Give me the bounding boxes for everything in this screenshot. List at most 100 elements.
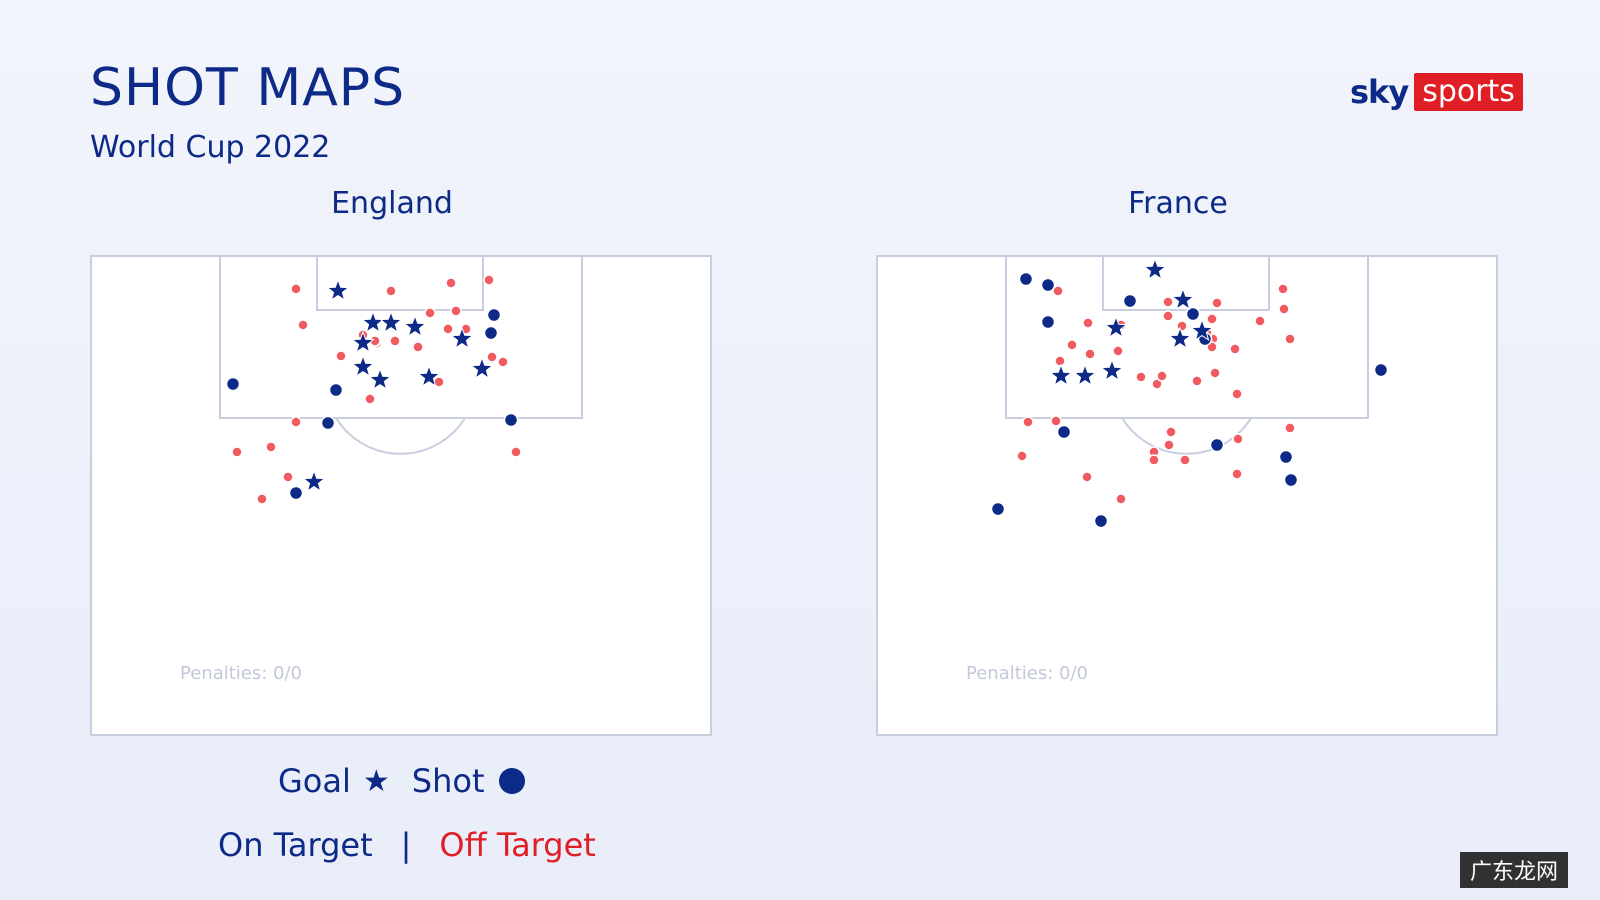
penalties-label: Penalties: 0/0 [966,663,1088,684]
shot-off-target [290,283,302,295]
shot-off-target [486,351,498,363]
legend-shot-dot-icon [498,768,525,794]
shot-off-target [1232,433,1244,445]
shot-off-target [231,446,243,458]
shot-off-target [1112,345,1124,357]
shot-on-target [1018,271,1034,287]
goal-star [1168,326,1192,350]
shot-off-target [1165,426,1177,438]
logo-sky-text: sky [1350,73,1409,111]
chart-subtitle: World Cup 2022 [90,130,331,165]
legend-target-row: On Target | Off Target [218,826,596,864]
shot-off-target [1022,416,1034,428]
goal-star [302,469,326,493]
england-shot-map: Penalties: 0/0 [90,255,712,736]
shot-on-target [320,415,336,431]
shot-off-target [364,393,376,405]
penalties-label: Penalties: 0/0 [180,663,302,684]
shot-off-target [1176,320,1188,332]
shot-off-target [1084,348,1096,360]
shot-off-target [1148,454,1160,466]
goal-star [1100,358,1124,382]
shot-off-target [1151,378,1163,390]
shot-off-target [1081,471,1093,483]
shot-on-target [1283,472,1299,488]
goal-star [470,356,494,380]
goal-star [351,354,375,378]
shot-off-target [256,493,268,505]
shot-off-target [510,446,522,458]
shot-off-target [290,416,302,428]
france-shot-map: Penalties: 0/0 [876,255,1498,736]
france-panel-title: France [1128,186,1228,221]
shot-off-target [424,307,436,319]
goal-star [379,310,403,334]
shot-off-target [265,441,277,453]
shot-on-target [288,485,304,501]
shot-on-target [225,376,241,392]
shot-on-target [503,412,519,428]
shot-off-target [450,305,462,317]
shot-off-target [1162,296,1174,308]
shot-off-target [335,350,347,362]
shot-on-target [1278,449,1294,465]
goal-star [1171,287,1195,311]
shot-off-target [1052,285,1064,297]
shot-off-target [1135,371,1147,383]
sky-sports-logo: sky sports [1350,72,1523,112]
goal-star [403,314,427,338]
goal-star [351,330,375,354]
goal-star [450,326,474,350]
shot-off-target [1179,454,1191,466]
shot-off-target [483,274,495,286]
shot-on-target [1056,424,1072,440]
pitch-lines [90,255,712,736]
goal-star [1104,315,1128,339]
shot-off-target [1231,388,1243,400]
penalty-arc [335,417,466,455]
shot-off-target [1163,439,1175,451]
england-panel-title: England [331,186,453,221]
shot-on-target [1093,513,1109,529]
shot-off-target [412,341,424,353]
shot-off-target [1156,370,1168,382]
shot-on-target [328,382,344,398]
shot-off-target [389,335,401,347]
six-yard-box [316,255,484,311]
goal-star [417,364,441,388]
shot-off-target [282,471,294,483]
shot-on-target [1185,306,1201,322]
shot-off-target [297,319,309,331]
shot-off-target [1016,450,1028,462]
shot-off-target [1082,317,1094,329]
legend-off-target-label: Off Target [439,826,596,864]
shot-off-target [1231,468,1243,480]
goal-star [1190,318,1214,342]
shot-off-target [1191,375,1203,387]
shot-off-target [1209,367,1221,379]
shot-on-target [486,307,502,323]
chart-title: SHOT MAPS [90,58,406,118]
shot-off-target [1284,333,1296,345]
shot-off-target [1054,355,1066,367]
shot-off-target [1254,315,1266,327]
goal-star [1143,257,1167,281]
goal-star [1049,363,1073,387]
shot-off-target [1066,339,1078,351]
shot-off-target [1277,283,1289,295]
legend-separator: | [400,826,412,864]
shot-off-target [1050,415,1062,427]
shot-off-target [445,277,457,289]
six-yard-box [1102,255,1270,311]
goal-star [326,278,350,302]
legend-shot-label: Shot [411,762,485,800]
shot-off-target [1162,310,1174,322]
shot-off-target [1284,422,1296,434]
shot-off-target [1229,343,1241,355]
shot-on-target [1373,362,1389,378]
shot-off-target [1211,297,1223,309]
goal-star [1073,363,1097,387]
shot-on-target [1122,293,1138,309]
shot-on-target [990,501,1006,517]
logo-sports-text: sports [1414,73,1523,111]
